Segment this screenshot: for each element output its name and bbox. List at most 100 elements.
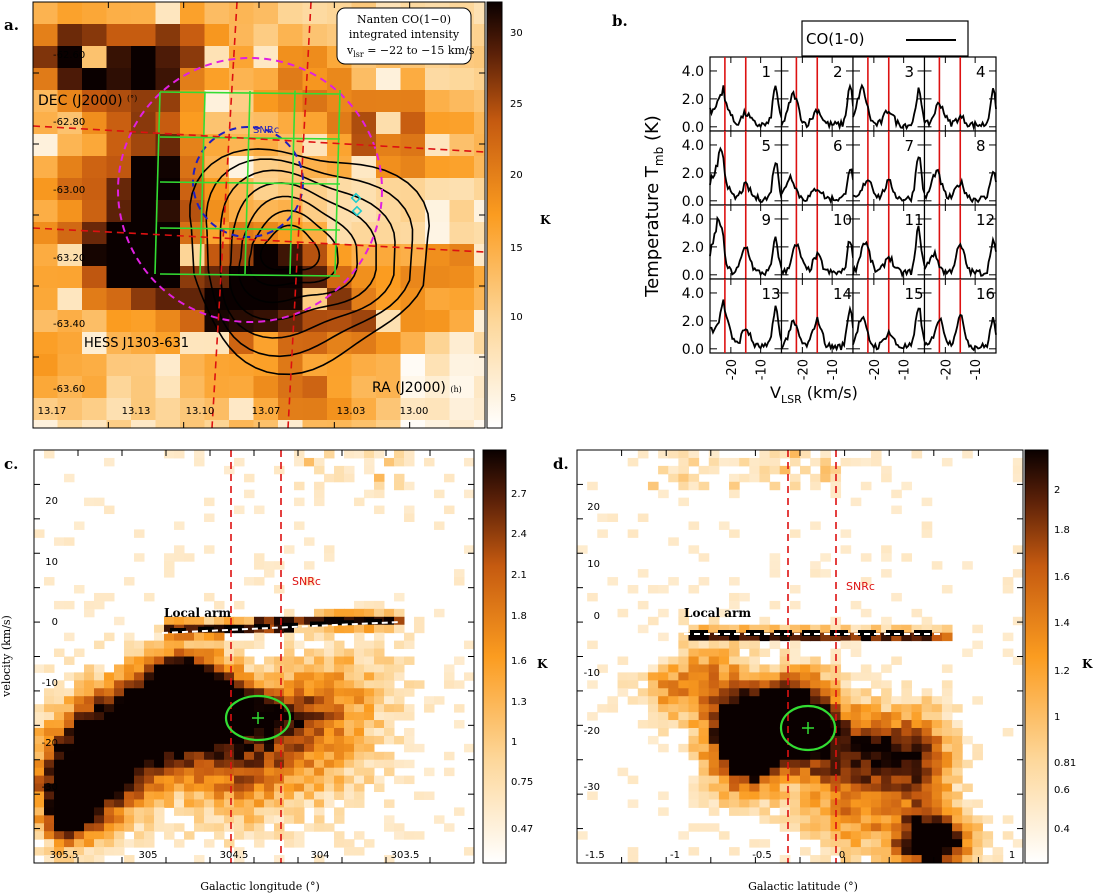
- panel-c-ytick: -30: [42, 782, 58, 793]
- panel-b-xtick: -20: [939, 359, 954, 380]
- ra-tick-label: 13.00: [400, 406, 429, 417]
- spectrum-cell: 13 4.0 2.0 0.0 -20 -10: [682, 278, 783, 380]
- panel-d-ytick-labels: 20 10 0 -10 -20 -30: [584, 502, 600, 793]
- panel-b-xtick: -10: [755, 359, 770, 380]
- ra-tick-label: 13.07: [252, 406, 281, 417]
- panel-d-xtick: -1.5: [585, 850, 605, 861]
- colorbar-c-tick: 2.1: [511, 570, 527, 581]
- panel-c-xtick: 303.5: [391, 850, 420, 861]
- spectrum-cell: 15 -20 -10: [852, 278, 926, 380]
- panel-b-xtick: -20: [725, 359, 740, 380]
- panel-d-xtick: 0: [839, 850, 845, 861]
- panel-c-ytick: 20: [45, 496, 58, 507]
- panel-b-xtick: -10: [826, 359, 841, 380]
- spectrum-cell: 7: [852, 130, 926, 206]
- panel-c-xtick: 304.5: [220, 850, 249, 861]
- panel-d-xtick-labels: -1.5 -1 -0.5 0 1: [585, 850, 1015, 861]
- spectrum-line: [709, 299, 783, 350]
- snrc-label-a: SNRc: [253, 125, 279, 136]
- colorbar-c-tick: 1.6: [511, 656, 527, 667]
- colorbar-d-tick: 0.81: [1054, 758, 1076, 769]
- panel-d-ytick: 0: [594, 611, 600, 622]
- ra-tick-label: 13.03: [337, 406, 366, 417]
- cell-number: 3: [905, 63, 915, 81]
- panel-a: a. Nanten CO(1−0) integrated intensity v…: [4, 1, 551, 429]
- cell-number: 2: [833, 63, 843, 81]
- local-arm-label-d: Local arm: [684, 606, 751, 620]
- colorbar-d-tick: 0.6: [1054, 785, 1070, 796]
- panel-b-ytick: 0.0: [682, 120, 704, 136]
- spectrum-cell: 16 -20 -10: [923, 278, 997, 380]
- snrc-label-d: SNRc: [846, 580, 875, 593]
- colorbar-a-tick: 10: [510, 312, 523, 323]
- panel-b-ytick: 2.0: [682, 166, 704, 182]
- colorbar-a-tick: 5: [510, 393, 516, 404]
- hess-contour: [228, 182, 377, 321]
- spectrum-line: [780, 240, 854, 277]
- spectrum-line: [852, 83, 926, 131]
- cyan-marker-1: [350, 192, 362, 204]
- panel-d-xlabel: Galactic latitude (°): [748, 880, 858, 893]
- annotation-line-3: vlsr = −22 to −15 km/s: [346, 44, 475, 59]
- colorbar-c-tick: 2.7: [511, 489, 527, 500]
- spectrum-cell: 1 4.0 2.0 0.0: [682, 56, 783, 136]
- colorbar-c-tick: 2.4: [511, 529, 527, 540]
- colorbar-a-tick: 30: [510, 28, 523, 39]
- colorbar-c-ticks: 2.7 2.4 2.1 1.8 1.6 1.3 1 0.75 0.47: [511, 489, 533, 835]
- panel-b-ytick: 4.0: [682, 138, 704, 154]
- panel-a-heatmap: [33, 2, 485, 428]
- panel-c-ytick: -20: [42, 738, 58, 749]
- colorbar-c-unit: K: [537, 657, 548, 671]
- cell-number: 7: [905, 137, 915, 155]
- colorbar-d-tick: 1.6: [1054, 572, 1070, 583]
- colorbar-c-tick: 1: [511, 737, 517, 748]
- snrc-label-c: SNRc: [292, 575, 321, 588]
- panel-b-ytick: 2.0: [682, 240, 704, 256]
- cell-number: 16: [976, 285, 995, 303]
- colorbar-c-tick: 1.3: [511, 697, 527, 708]
- panel-b-xlabel: VLSR (km/s): [770, 383, 858, 406]
- colorbar-d-ticks: 2 1.8 1.6 1.4 1.2 1 0.81 0.6 0.4: [1054, 485, 1076, 835]
- panel-b-ytick: 4.0: [682, 64, 704, 80]
- spectrum-line: [780, 305, 854, 352]
- panel-d-ticks: [577, 450, 1023, 863]
- hess-contour: [219, 169, 396, 339]
- panel-c-xtick-labels: 305.5 305 304.5 304 303.5: [50, 850, 420, 861]
- cell-number: 14: [833, 285, 852, 303]
- panel-c-xtick: 305: [138, 850, 157, 861]
- panel-b-xtick: -10: [969, 359, 984, 380]
- annotation-box: [336, 7, 472, 65]
- spectrum-cell: 12: [923, 204, 997, 280]
- ra-tick-labels: 13.17 13.13 13.10 13.07 13.03 13.00: [38, 406, 429, 417]
- panel-b-ytick: 4.0: [682, 212, 704, 228]
- spectrum-cell: 8: [923, 130, 997, 206]
- panel-c-ticks: [34, 450, 474, 863]
- panel-b-ytick: 4.0: [682, 286, 704, 302]
- panel-b-ytick: 0.0: [682, 194, 704, 210]
- panel-b-letter: b.: [612, 12, 628, 30]
- colorbar-d-tick: 0.4: [1054, 824, 1070, 835]
- colorbar-c-tick: 0.75: [511, 777, 533, 788]
- cell-number: 1: [762, 63, 772, 81]
- spectrum-line: [923, 235, 997, 278]
- panel-b-ytick: 0.0: [682, 342, 704, 358]
- cut-line-3: [33, 125, 485, 153]
- annotation-line-1: Nanten CO(1−0): [357, 13, 451, 26]
- colorbar-a-tick: 15: [510, 243, 523, 254]
- panel-d-xtick: -1: [670, 850, 680, 861]
- cloud-ellipse-c: [224, 694, 292, 742]
- dec-axis-label: DEC (J2000) (°): [38, 93, 137, 109]
- dec-tick-label: -63.00: [53, 185, 85, 196]
- cell-number: 8: [976, 137, 986, 155]
- colorbar-d-tick: 2: [1054, 485, 1060, 496]
- colorbar-a-tick: 25: [510, 99, 523, 110]
- hess-contour: [205, 158, 414, 358]
- cell-number: 13: [762, 285, 781, 303]
- colorbar-d-unit: K: [1082, 657, 1093, 671]
- cell-number: 10: [833, 211, 852, 229]
- colorbar-c-tick: 0.47: [511, 824, 533, 835]
- ra-tick-label: 13.13: [122, 406, 151, 417]
- dec-tick-label: -62.60: [53, 50, 85, 61]
- spectrum-line: [709, 85, 783, 129]
